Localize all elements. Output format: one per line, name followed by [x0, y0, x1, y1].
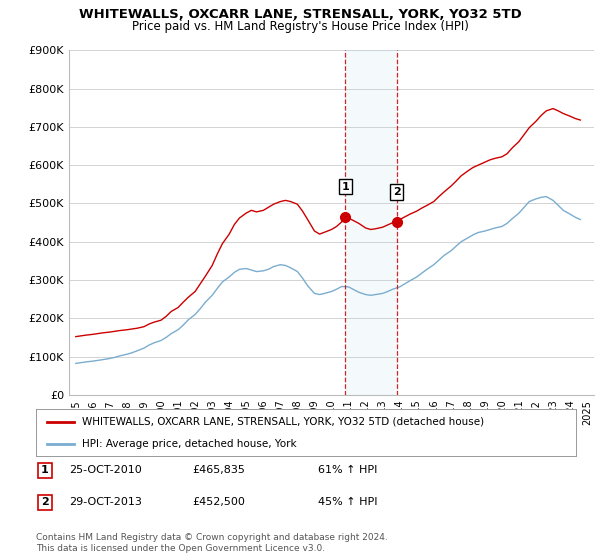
- Bar: [346, 50, 397, 395]
- Text: WHITEWALLS, OXCARR LANE, STRENSALL, YORK, YO32 5TD (detached house): WHITEWALLS, OXCARR LANE, STRENSALL, YORK…: [82, 417, 484, 427]
- Text: 29-OCT-2013: 29-OCT-2013: [69, 497, 142, 507]
- Text: Price paid vs. HM Land Registry's House Price Index (HPI): Price paid vs. HM Land Registry's House …: [131, 20, 469, 32]
- Text: 2: 2: [393, 187, 401, 197]
- Text: 1: 1: [341, 181, 349, 192]
- Text: £465,835: £465,835: [192, 465, 245, 475]
- Text: HPI: Average price, detached house, York: HPI: Average price, detached house, York: [82, 438, 296, 449]
- Text: 1: 1: [41, 465, 49, 475]
- Text: 45% ↑ HPI: 45% ↑ HPI: [318, 497, 377, 507]
- Text: £452,500: £452,500: [192, 497, 245, 507]
- Text: Contains HM Land Registry data © Crown copyright and database right 2024.
This d: Contains HM Land Registry data © Crown c…: [36, 533, 388, 553]
- Text: 25-OCT-2010: 25-OCT-2010: [69, 465, 142, 475]
- Text: 2: 2: [41, 497, 49, 507]
- Text: WHITEWALLS, OXCARR LANE, STRENSALL, YORK, YO32 5TD: WHITEWALLS, OXCARR LANE, STRENSALL, YORK…: [79, 8, 521, 21]
- Text: 61% ↑ HPI: 61% ↑ HPI: [318, 465, 377, 475]
